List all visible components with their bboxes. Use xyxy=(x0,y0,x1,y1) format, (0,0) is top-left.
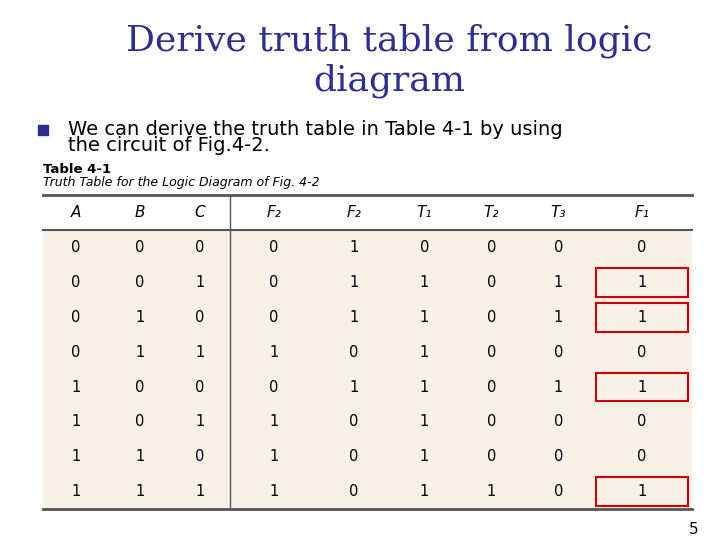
Text: 1: 1 xyxy=(135,310,145,325)
Text: 0: 0 xyxy=(349,415,359,429)
Text: 1: 1 xyxy=(637,275,647,290)
Text: 0: 0 xyxy=(269,310,279,325)
Text: 1: 1 xyxy=(269,345,279,360)
Text: C: C xyxy=(194,205,205,220)
Text: 0: 0 xyxy=(269,380,279,395)
Text: 1: 1 xyxy=(195,415,204,429)
Text: 0: 0 xyxy=(71,310,81,325)
Text: 1: 1 xyxy=(637,484,647,499)
Text: F₂: F₂ xyxy=(266,205,281,220)
Text: 1: 1 xyxy=(269,484,279,499)
Bar xyxy=(42,195,692,509)
Text: 1: 1 xyxy=(420,275,429,290)
Text: 1: 1 xyxy=(349,380,359,395)
Text: 1: 1 xyxy=(71,484,81,499)
Text: 0: 0 xyxy=(487,310,496,325)
Text: 1: 1 xyxy=(71,415,81,429)
Text: 1: 1 xyxy=(420,310,429,325)
Text: 0: 0 xyxy=(269,275,279,290)
Text: 1: 1 xyxy=(554,275,563,290)
Text: 0: 0 xyxy=(637,345,647,360)
Text: 1: 1 xyxy=(269,415,279,429)
Text: 1: 1 xyxy=(135,449,145,464)
Text: 1: 1 xyxy=(195,345,204,360)
Text: 0: 0 xyxy=(487,275,496,290)
Text: 1: 1 xyxy=(637,380,647,395)
Text: 0: 0 xyxy=(554,240,563,255)
Text: 1: 1 xyxy=(349,240,359,255)
Bar xyxy=(595,373,688,401)
Text: 0: 0 xyxy=(135,415,145,429)
Text: B: B xyxy=(135,205,145,220)
Text: F₂: F₂ xyxy=(346,205,361,220)
Text: 0: 0 xyxy=(71,240,81,255)
Text: 1: 1 xyxy=(349,275,359,290)
Text: T₃: T₃ xyxy=(551,205,566,220)
Text: 1: 1 xyxy=(637,310,647,325)
Text: 1: 1 xyxy=(195,275,204,290)
Text: 0: 0 xyxy=(135,275,145,290)
Text: 1: 1 xyxy=(195,484,204,499)
Text: Truth Table for the Logic Diagram of Fig. 4-2: Truth Table for the Logic Diagram of Fig… xyxy=(42,176,320,189)
Text: 0: 0 xyxy=(487,449,496,464)
Text: 1: 1 xyxy=(420,449,429,464)
Bar xyxy=(42,195,692,231)
Text: 1: 1 xyxy=(420,380,429,395)
Text: 0: 0 xyxy=(637,415,647,429)
Text: 0: 0 xyxy=(554,484,563,499)
Text: 0: 0 xyxy=(71,345,81,360)
Text: 1: 1 xyxy=(71,380,81,395)
Text: 1: 1 xyxy=(135,345,145,360)
Text: 0: 0 xyxy=(554,449,563,464)
Text: the circuit of Fig.4-2.: the circuit of Fig.4-2. xyxy=(68,137,270,156)
Text: 0: 0 xyxy=(195,310,204,325)
Text: 0: 0 xyxy=(487,240,496,255)
Text: Derive truth table from logic: Derive truth table from logic xyxy=(125,23,652,58)
Bar xyxy=(595,477,688,506)
Text: 0: 0 xyxy=(71,275,81,290)
Text: 0: 0 xyxy=(637,240,647,255)
Text: F₁: F₁ xyxy=(634,205,649,220)
Text: 1: 1 xyxy=(554,310,563,325)
Text: 1: 1 xyxy=(135,484,145,499)
Text: A: A xyxy=(71,205,81,220)
Text: 0: 0 xyxy=(269,240,279,255)
Text: 1: 1 xyxy=(349,310,359,325)
Text: 0: 0 xyxy=(487,415,496,429)
Text: T₁: T₁ xyxy=(417,205,432,220)
Text: 1: 1 xyxy=(487,484,496,499)
Text: 0: 0 xyxy=(349,345,359,360)
Text: diagram: diagram xyxy=(312,64,465,98)
Text: 0: 0 xyxy=(135,240,145,255)
Text: 0: 0 xyxy=(637,449,647,464)
Text: 1: 1 xyxy=(420,484,429,499)
Text: 1: 1 xyxy=(420,415,429,429)
Text: 5: 5 xyxy=(689,522,698,537)
Text: 0: 0 xyxy=(554,415,563,429)
Text: Table 4-1: Table 4-1 xyxy=(42,163,111,176)
Text: 0: 0 xyxy=(195,449,204,464)
Text: 1: 1 xyxy=(269,449,279,464)
Text: 1: 1 xyxy=(420,345,429,360)
Text: We can derive the truth table in Table 4-1 by using: We can derive the truth table in Table 4… xyxy=(68,120,563,139)
Text: 0: 0 xyxy=(420,240,429,255)
Text: 1: 1 xyxy=(71,449,81,464)
Text: T₂: T₂ xyxy=(484,205,499,220)
Text: 0: 0 xyxy=(349,449,359,464)
Text: 0: 0 xyxy=(554,345,563,360)
Bar xyxy=(595,303,688,332)
Text: 0: 0 xyxy=(349,484,359,499)
Text: 0: 0 xyxy=(487,345,496,360)
Text: 0: 0 xyxy=(135,380,145,395)
Text: 0: 0 xyxy=(195,380,204,395)
Text: 1: 1 xyxy=(554,380,563,395)
Text: 0: 0 xyxy=(487,380,496,395)
Bar xyxy=(595,268,688,297)
Text: 0: 0 xyxy=(195,240,204,255)
